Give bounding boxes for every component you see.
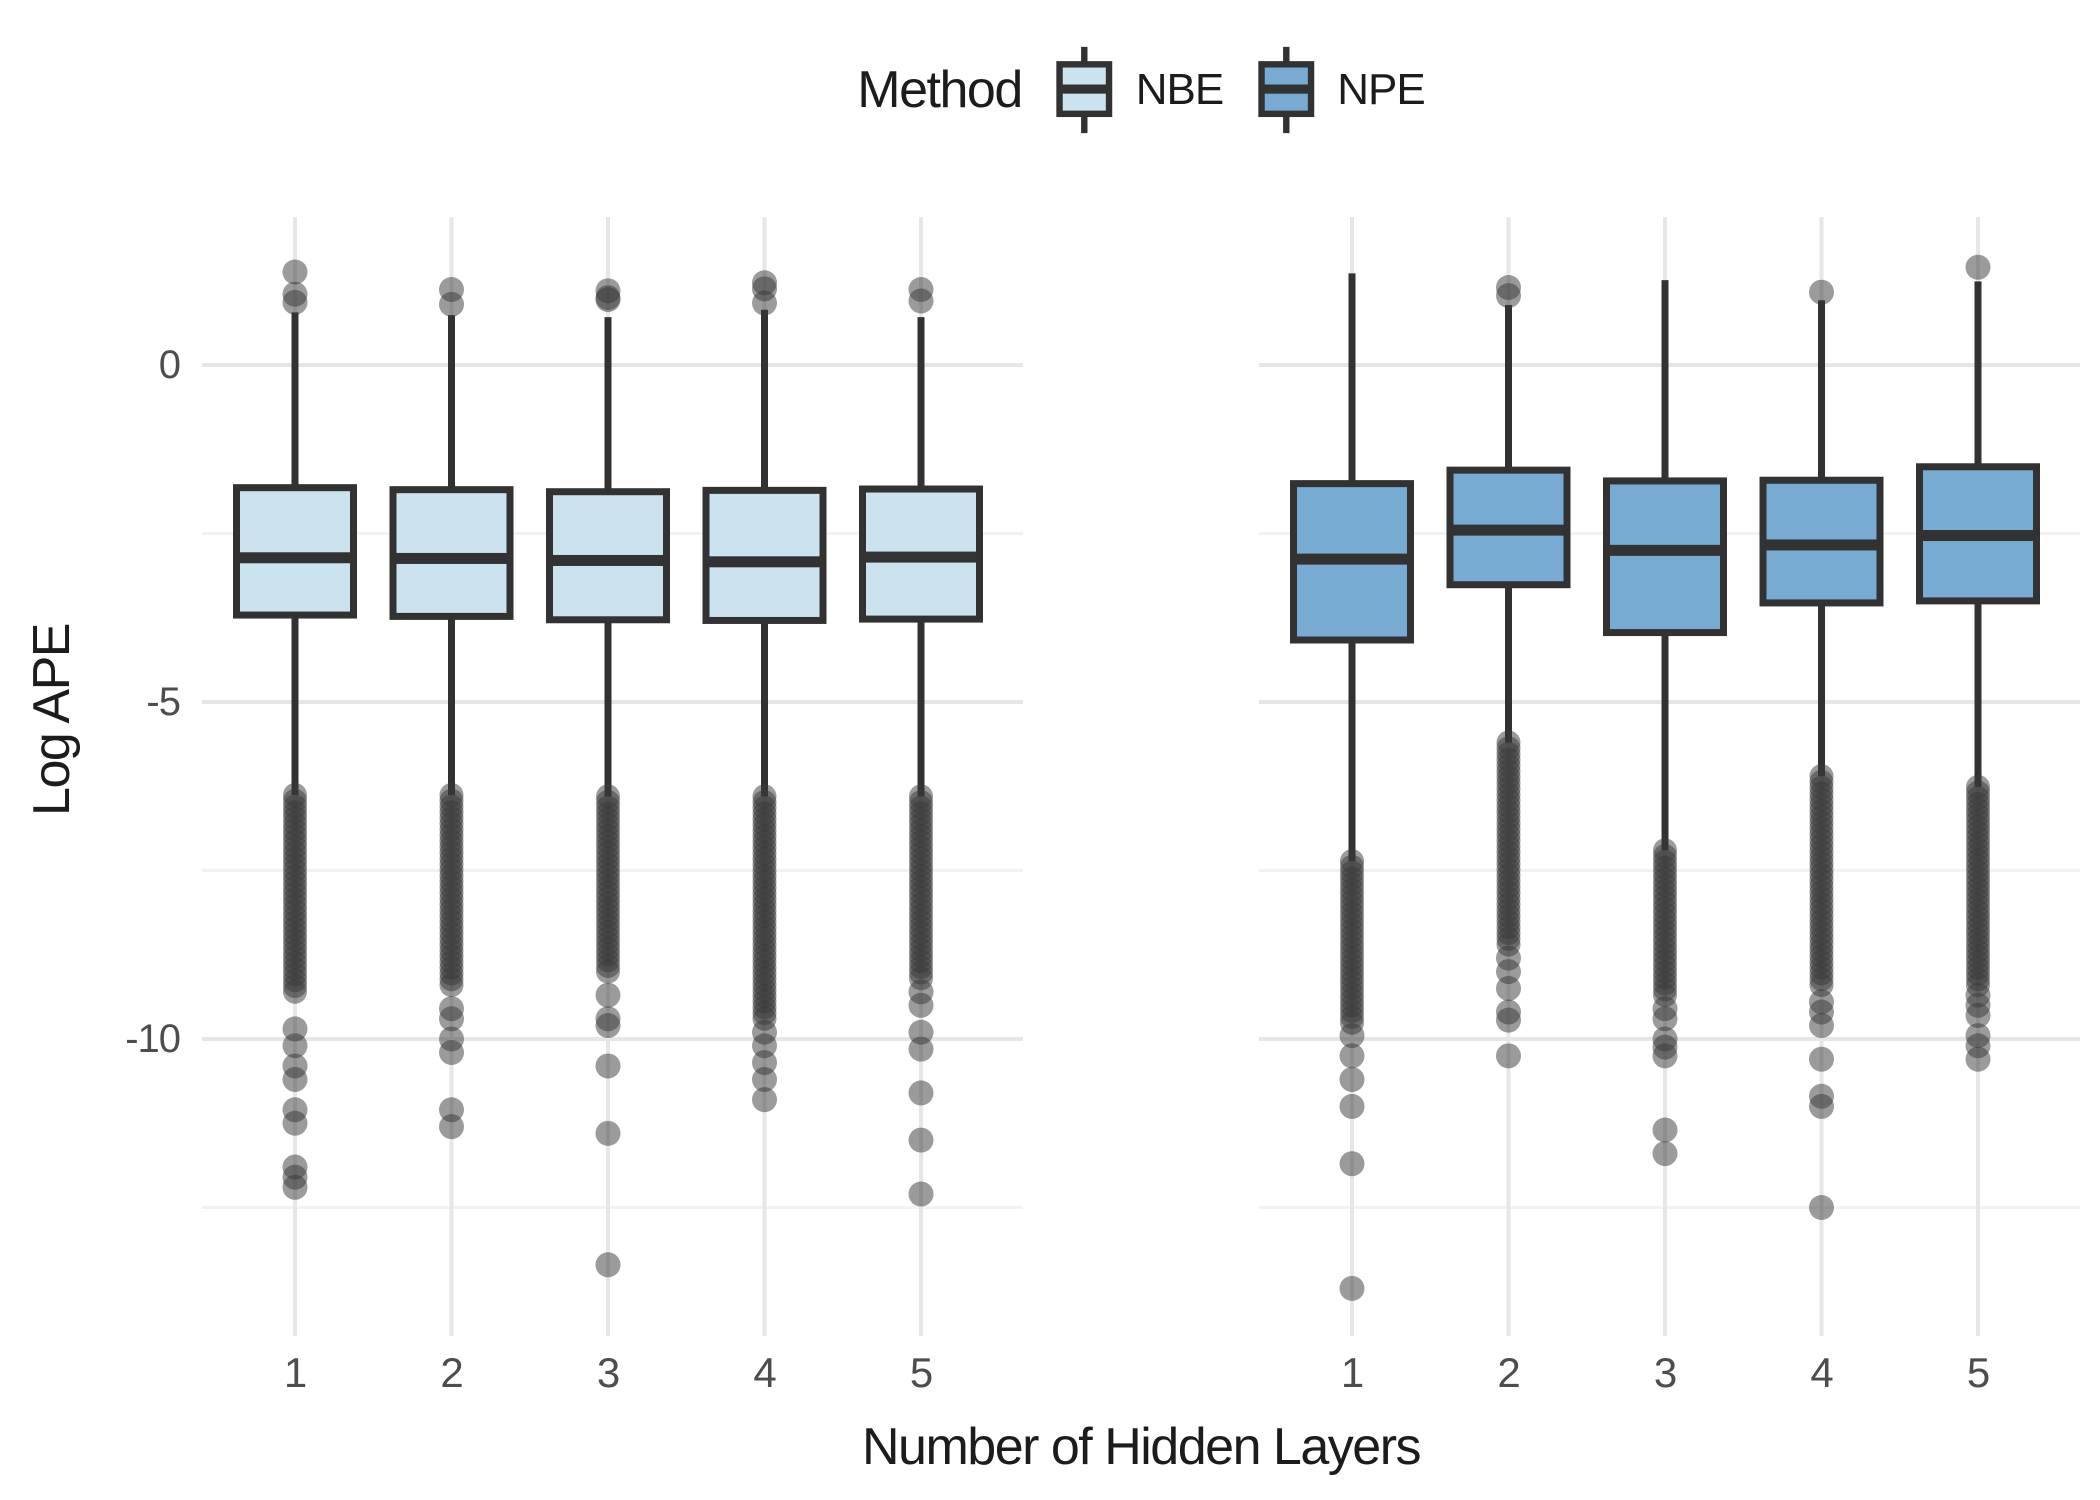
legend-label-npe: NPE	[1337, 65, 1425, 114]
legend: Method NBE NPE	[857, 44, 1426, 136]
y-tick-label--5: -5	[146, 680, 181, 724]
outlier-dot-npe-4	[1809, 1013, 1834, 1039]
outlier-dot-nbe-2	[439, 973, 464, 998]
outlier-dot-nbe-1	[282, 1110, 308, 1136]
outlier-dot-nbe-2	[439, 1039, 464, 1065]
outlier-dot-npe-2	[1496, 1043, 1521, 1069]
x-tick-label-nbe-5: 5	[909, 1349, 933, 1396]
outlier-dot-npe-2	[1496, 1007, 1521, 1033]
x-tick-label-npe-2: 2	[1497, 1349, 1520, 1396]
outlier-dot-npe-1	[1339, 1043, 1365, 1069]
outlier-dot-npe-4	[1809, 279, 1834, 305]
outlier-dot-nbe-3	[595, 1013, 621, 1039]
outlier-dot-nbe-5	[908, 992, 934, 1018]
outlier-dot-npe-1	[1339, 1066, 1365, 1092]
x-tick-label-npe-1: 1	[1340, 1349, 1364, 1396]
median-npe-1	[1290, 553, 1414, 565]
x-tick-label-nbe-4: 4	[753, 1349, 776, 1396]
outlier-dot-nbe-3	[596, 959, 620, 984]
outlier-dot-nbe-3	[595, 1120, 621, 1146]
x-tick-label-nbe-2: 2	[440, 1349, 463, 1396]
outlier-dot-nbe-2	[439, 1114, 464, 1140]
y-tick-label--10: -10	[125, 1017, 181, 1061]
outlier-dot-npe-5	[1965, 254, 1991, 280]
outlier-dot-nbe-5	[908, 288, 934, 314]
box-npe-3	[1603, 477, 1727, 637]
outlier-dot-npe-3	[1652, 1043, 1678, 1069]
outlier-dot-nbe-2	[439, 1006, 464, 1032]
legend-title: Method	[857, 61, 1023, 119]
outlier-dot-nbe-3	[595, 1053, 621, 1079]
outlier-dot-npe-3	[1652, 1141, 1678, 1167]
outlier-dot-nbe-2	[439, 291, 464, 317]
outlier-dot-nbe-1	[282, 1174, 308, 1200]
outlier-dot-nbe-3	[595, 982, 621, 1008]
box-nbe-1	[233, 484, 357, 619]
legend-item-nbe: NBE	[1052, 44, 1224, 136]
median-npe-4	[1759, 539, 1884, 551]
outlier-dot-nbe-1	[282, 1066, 308, 1092]
y-tick-label-0: 0	[158, 343, 181, 387]
median-nbe-1	[233, 552, 357, 564]
outlier-dot-npe-4	[1809, 1195, 1834, 1220]
boxplot-key-icon-nbe	[1056, 46, 1113, 134]
median-npe-5	[1916, 530, 2040, 542]
outlier-dot-npe-3	[1652, 1117, 1678, 1143]
outlier-dot-nbe-5	[908, 1127, 934, 1153]
outlier-dot-npe-3	[1652, 1006, 1678, 1032]
outlier-dot-npe-5	[1965, 1002, 1991, 1028]
outlier-dot-nbe-3	[595, 1252, 621, 1278]
box-nbe-4	[702, 486, 827, 624]
outlier-dot-npe-4	[1809, 1046, 1834, 1072]
outlier-dot-npe-5	[1965, 1046, 1991, 1072]
median-npe-3	[1603, 544, 1727, 556]
outlier-dot-nbe-4	[752, 290, 777, 316]
x-tick-label-npe-5: 5	[1966, 1349, 1990, 1396]
median-nbe-4	[702, 556, 827, 568]
outlier-dot-nbe-1	[282, 259, 308, 285]
outlier-dot-npe-1	[1339, 1093, 1365, 1119]
x-tick-label-npe-4: 4	[1810, 1349, 1833, 1396]
outlier-dot-nbe-1	[282, 289, 308, 315]
boxplot-key-icon-npe	[1258, 46, 1315, 134]
median-nbe-2	[389, 552, 514, 564]
outlier-dot-nbe-4	[752, 1087, 777, 1113]
x-tick-label-nbe-1: 1	[283, 1349, 307, 1396]
legend-label-nbe: NBE	[1135, 65, 1224, 114]
median-nbe-5	[859, 551, 983, 563]
outlier-dot-nbe-1	[282, 1033, 308, 1059]
x-tick-label-nbe-3: 3	[596, 1349, 620, 1396]
outlier-dot-nbe-3	[595, 287, 621, 313]
median-nbe-3	[546, 554, 670, 566]
outlier-dot-nbe-5	[908, 1181, 934, 1207]
legend-item-npe: NPE	[1253, 44, 1426, 136]
outlier-dot-nbe-4	[752, 1066, 777, 1092]
outlier-dot-nbe-1	[283, 979, 307, 1004]
x-axis-title: Number of Hidden Layers	[861, 1418, 1422, 1476]
outlier-dot-npe-1	[1339, 1023, 1365, 1049]
x-tick-label-npe-3: 3	[1653, 1349, 1677, 1396]
outlier-dot-npe-1	[1339, 1275, 1365, 1301]
outlier-dot-nbe-5	[908, 1036, 934, 1062]
median-npe-2	[1446, 524, 1571, 536]
outlier-dot-npe-4	[1809, 1093, 1834, 1119]
outlier-dot-npe-1	[1339, 1151, 1365, 1177]
outlier-dot-npe-2	[1496, 975, 1521, 1001]
outlier-dot-nbe-5	[908, 1080, 934, 1106]
outlier-dot-npe-2	[1496, 283, 1521, 309]
